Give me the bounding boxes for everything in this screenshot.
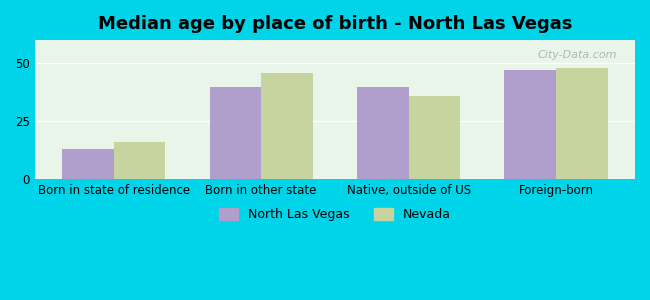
Legend: North Las Vegas, Nevada: North Las Vegas, Nevada (214, 202, 456, 226)
Bar (357, 87, 409, 179)
Bar (556, 68, 608, 179)
Bar (409, 96, 460, 179)
Text: City-Data.com: City-Data.com (538, 50, 617, 60)
Title: Median age by place of birth - North Las Vegas: Median age by place of birth - North Las… (98, 15, 572, 33)
Bar (114, 142, 165, 179)
Bar (261, 73, 313, 179)
Bar (62, 149, 114, 179)
Bar (504, 70, 556, 179)
Bar (209, 87, 261, 179)
